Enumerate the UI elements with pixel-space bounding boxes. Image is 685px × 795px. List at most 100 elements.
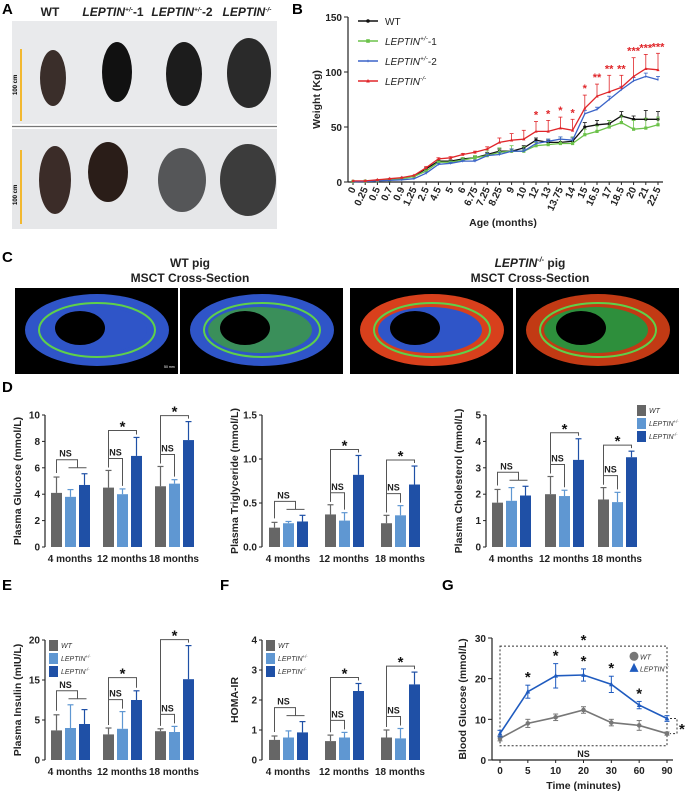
panel-letter-a: A (2, 1, 13, 18)
x-tick-label: 0 (346, 185, 359, 195)
y-axis-label: Plasma Glucose (mmol/L) (12, 417, 24, 545)
significance-label: * (636, 685, 642, 702)
significance-label: ** (593, 72, 602, 84)
legend-label-ko-main: LEPTIN (649, 434, 674, 441)
pig-photo-bottom-1 (88, 142, 128, 202)
y-axis-label: Plasma Triglyceride (mmol/L) (229, 408, 241, 554)
x-category-label: 4 months (489, 554, 534, 565)
legend-label-het: LEPTIN+/- (61, 654, 91, 663)
y-tick-label: 4 (34, 490, 40, 501)
bar-ko (297, 521, 308, 547)
significance-label: NS (59, 449, 72, 459)
y-tick-label: 0 (251, 756, 257, 767)
ct-lung-0 (55, 311, 105, 345)
x-tick-label: 0.9 (392, 185, 408, 203)
significance-label: *** (639, 42, 653, 54)
bar-ko (353, 691, 364, 760)
data-point (632, 79, 635, 83)
y-tick-label: 10 (29, 411, 41, 422)
bar-wt (381, 737, 392, 760)
y-tick-label: 0.0 (243, 543, 257, 554)
significance-bracket (330, 719, 345, 733)
x-tick-label: 5 (444, 185, 457, 195)
x-category-label: 12 months (539, 554, 589, 565)
x-category-label: 12 months (97, 554, 147, 565)
x-tick-label: 90 (661, 766, 673, 777)
bar-wt (155, 486, 166, 547)
pig-photo-bottom-2 (158, 148, 206, 212)
pig-photo-top-0 (40, 50, 66, 106)
significance-label: NS (161, 703, 174, 713)
x-tick-label: 13 (539, 185, 554, 200)
x-category-label: 4 months (48, 767, 93, 778)
y-tick-label: 20 (475, 675, 487, 686)
bar-wt (155, 731, 166, 760)
data-point (656, 123, 660, 127)
x-axis-label: Time (minutes) (546, 780, 620, 792)
significance-bracket (160, 639, 189, 726)
data-point (607, 89, 611, 94)
data-point (535, 141, 537, 146)
legend-label-het-main: LEPTIN (649, 421, 674, 428)
bar-het (65, 496, 76, 547)
data-point (595, 129, 599, 133)
bar-ko (79, 724, 90, 760)
data-point (546, 143, 550, 147)
y-axis-label: Blood Glucose (mmol/L) (457, 638, 469, 759)
x-tick-label: 8.25 (487, 185, 505, 208)
bar-ko (409, 484, 420, 547)
bar-wt (269, 527, 280, 547)
bar-ko (131, 455, 142, 547)
data-point (619, 121, 623, 125)
significance-bracket (386, 459, 415, 513)
ct-right-title-suffix: pig (544, 256, 565, 270)
data-point (609, 681, 614, 687)
significance-label: NS (387, 706, 400, 716)
legend-swatch-wt (266, 640, 275, 651)
x-tick-label: 12 (527, 185, 542, 200)
series-line (352, 75, 659, 183)
column-label-2-suffix: -2 (202, 5, 213, 19)
significance-label: * (120, 418, 126, 435)
bar-chart-D1: 0 2 4 6 8 10 Plasma Glucose (mmol/L) 4 months NS… (12, 404, 199, 565)
legend-label-1: LEPTIN+/--1 (385, 36, 437, 48)
data-point (366, 78, 370, 83)
significance-label: * (525, 669, 531, 686)
bar-ko (573, 459, 584, 547)
y-tick-label: 1.5 (243, 411, 257, 422)
significance-bracket (330, 677, 359, 733)
significance-bracket (330, 448, 359, 502)
data-point (571, 138, 574, 142)
data-point (473, 156, 477, 160)
end-bracket (670, 718, 678, 735)
data-point (522, 137, 526, 141)
bar-het (395, 738, 406, 760)
data-point (583, 106, 587, 110)
y-tick-label: 10 (475, 715, 487, 726)
data-point (497, 730, 503, 736)
significance-bracket (550, 432, 579, 474)
x-category-label: 4 months (48, 554, 93, 565)
legend-label-ko-main: LEPTIN (278, 669, 303, 676)
ct-lung-3 (556, 311, 606, 345)
data-point (629, 651, 639, 661)
data-point (437, 162, 440, 166)
significance-bracket (386, 665, 415, 727)
significance-bracket (160, 713, 175, 726)
y-tick-label: 3 (475, 463, 481, 474)
bar-wt (269, 739, 280, 760)
scale-label-top: 100 cm (13, 75, 19, 95)
significance-label: ** (605, 63, 614, 75)
x-category-label: 18 months (375, 767, 425, 778)
y-tick-label: 4 (475, 437, 481, 448)
x-tick-label: 21 (637, 185, 652, 200)
legend-label-het-main: LEPTIN (278, 656, 303, 663)
x-category-label: 12 months (319, 554, 369, 565)
significance-bracket (108, 429, 137, 468)
data-point (462, 159, 464, 163)
x-tick-label: 0.7 (379, 185, 395, 203)
data-point (619, 85, 623, 89)
significance-label: NS (551, 454, 564, 464)
x-tick-label: 14 (564, 185, 579, 200)
x-tick-label: 22.5 (646, 185, 664, 208)
